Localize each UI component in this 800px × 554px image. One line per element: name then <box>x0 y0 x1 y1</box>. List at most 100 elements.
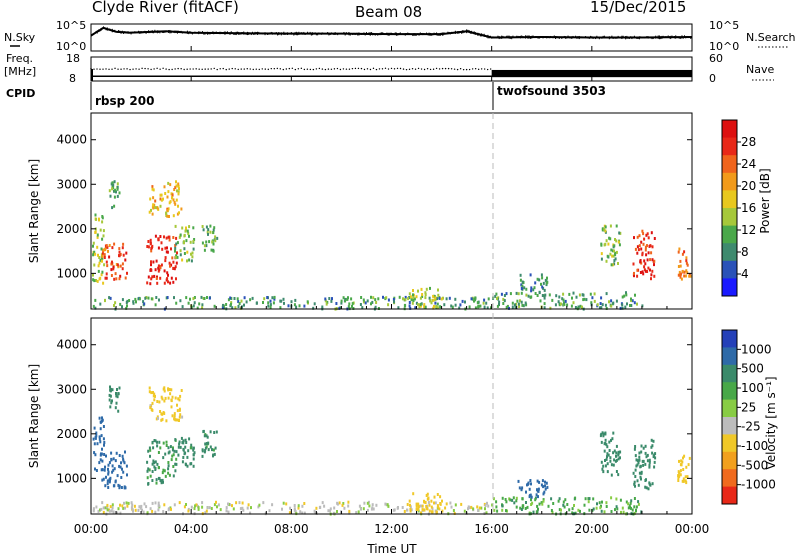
colorbar-tick-label: 12 <box>741 223 756 237</box>
range-gate-cell <box>124 450 126 454</box>
range-gate-cell <box>126 304 128 308</box>
range-gate-cell <box>158 400 161 404</box>
range-gate-cell <box>174 202 177 206</box>
nave-label: Nave <box>746 63 774 76</box>
range-gate-cell <box>358 504 361 508</box>
range-gate-cell <box>116 185 119 189</box>
range-gate-cell <box>149 197 152 201</box>
range-gate-cell <box>677 250 680 254</box>
range-gate-cell <box>419 504 422 508</box>
range-gate-cell <box>92 437 95 441</box>
range-gate-cell <box>285 502 288 506</box>
range-gate-cell <box>170 276 173 280</box>
range-gate-cell <box>542 499 545 503</box>
range-gate-cell <box>181 258 184 262</box>
y-tick-label: 2000 <box>56 427 87 441</box>
range-gate-cell <box>610 248 613 252</box>
range-gate-cell <box>362 507 365 511</box>
range-gate-cell <box>642 446 645 450</box>
range-gate-cell <box>143 502 146 506</box>
range-gate-cell <box>425 504 428 508</box>
colorbar-tick-label: -100 <box>741 439 768 453</box>
range-gate-cell <box>650 231 653 235</box>
range-gate-cell <box>490 306 492 310</box>
range-gate-cell <box>420 287 423 291</box>
range-gate-cell <box>166 277 169 281</box>
colorbar-swatch <box>722 399 737 418</box>
range-gate-cell <box>635 505 638 509</box>
range-gate-cell <box>194 504 196 508</box>
range-gate-cell <box>636 235 639 239</box>
range-gate-cell <box>123 461 126 465</box>
range-gate-cell <box>485 301 488 305</box>
range-gate-cell <box>201 225 204 228</box>
range-gate-cell <box>605 292 608 296</box>
range-gate-cell <box>197 506 200 510</box>
range-gate-cell <box>599 302 602 305</box>
range-gate-cell <box>271 296 274 300</box>
nave-dot <box>456 68 459 71</box>
range-gate-cell <box>138 297 141 301</box>
range-gate-cell <box>98 437 101 441</box>
range-gate-cell <box>198 302 201 306</box>
range-gate-cell <box>207 232 209 236</box>
range-gate-cell <box>681 460 684 464</box>
nave-dot <box>240 68 242 70</box>
range-gate-cell <box>106 503 109 507</box>
range-gate-cell <box>108 189 111 193</box>
range-gate-cell <box>207 448 210 452</box>
range-gate-cell <box>633 271 635 275</box>
range-gate-cell <box>122 457 125 461</box>
range-gate-cell <box>197 507 200 511</box>
range-gate-cell <box>166 296 169 299</box>
range-gate-cell <box>329 509 331 513</box>
range-gate-cell <box>114 479 117 483</box>
range-gate-cell <box>175 301 178 305</box>
range-gate-cell <box>571 296 573 300</box>
nave-dot <box>156 67 158 70</box>
range-gate-cell <box>134 508 137 512</box>
power-colorbar-label: Power [dB] <box>758 168 772 233</box>
range-gate-cell <box>646 270 649 273</box>
range-gate-cell <box>110 457 113 461</box>
range-gate-cell <box>635 464 638 468</box>
range-gate-cell <box>173 414 176 418</box>
range-gate-cell <box>108 509 111 513</box>
range-gate-cell <box>636 251 639 255</box>
range-gate-cell <box>162 468 165 472</box>
range-gate-cell <box>450 505 453 509</box>
range-gate-cell <box>205 244 208 248</box>
range-gate-cell <box>102 506 105 510</box>
range-gate-cell <box>186 229 189 233</box>
range-gate-cell <box>172 267 175 270</box>
range-gate-cell <box>467 507 469 511</box>
range-gate-cell <box>602 432 605 436</box>
range-gate-cell <box>519 506 522 510</box>
range-gate-cell <box>371 503 374 507</box>
range-gate-cell <box>609 252 612 256</box>
range-gate-cell <box>587 497 590 501</box>
range-gate-cell <box>231 504 233 508</box>
range-gate-cell <box>152 206 155 210</box>
range-gate-cell <box>530 498 532 502</box>
range-gate-cell <box>505 305 508 309</box>
range-gate-cell <box>642 272 645 276</box>
range-gate-cell <box>116 194 119 198</box>
nave-dot <box>426 67 429 70</box>
range-gate-cell <box>249 511 252 515</box>
freq-label: Freq. <box>6 52 33 65</box>
range-gate-cell <box>160 481 163 485</box>
range-gate-cell <box>98 435 101 439</box>
nave-dot <box>222 67 224 70</box>
range-gate-cell <box>563 505 566 509</box>
nave-dot <box>120 68 122 70</box>
range-gate-cell <box>154 199 157 203</box>
range-gate-cell <box>167 471 170 475</box>
range-gate-cell <box>209 230 212 234</box>
range-gate-cell <box>313 302 316 306</box>
range-gate-cell <box>212 249 215 253</box>
range-gate-cell <box>639 271 642 274</box>
range-gate-cell <box>613 262 616 266</box>
range-gate-cell <box>632 262 635 266</box>
